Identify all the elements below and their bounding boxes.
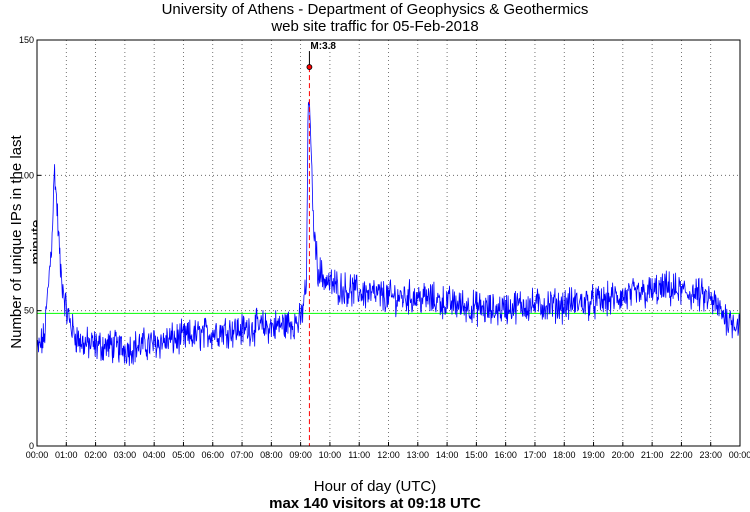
x-axis-label: Hour of day (UTC) [313,478,437,495]
plot-frame [36,39,741,447]
x-tick-label: 00:00 [26,450,49,460]
x-tick-label: 17:00 [524,450,547,460]
y-tick-label: 150 [19,35,34,45]
x-tick-label: 16:00 [494,450,517,460]
plot-area [37,40,740,446]
x-tick-label: 15:00 [465,450,488,460]
x-tick-label: 08:00 [260,450,283,460]
y-tick-label: 0 [29,441,34,451]
x-tick-label: 21:00 [641,450,664,460]
y-tick-label: 100 [19,170,34,180]
x-tick-label: 13:00 [407,450,430,460]
x-tick-label: 20:00 [612,450,635,460]
x-tick-label: 11:00 [348,450,370,460]
x-tick-label: 19:00 [582,450,605,460]
max-visitors-note: max 140 visitors at 09:18 UTC [269,495,481,512]
x-tick-label: 06:00 [201,450,224,460]
y-tick-label: 50 [24,306,34,316]
x-tick-label: 23:00 [699,450,722,460]
x-tick-label: 01:00 [55,450,78,460]
x-tick-label: 22:00 [670,450,693,460]
x-tick-label: 10:00 [319,450,342,460]
x-tick-label: 18:00 [553,450,576,460]
event-magnitude-label: M:3.8 [310,41,336,52]
x-tick-label: 03:00 [114,450,137,460]
x-tick-label: 02:00 [84,450,107,460]
x-tick-label: 05:00 [172,450,195,460]
x-tick-label: 07:00 [231,450,254,460]
chart-subtitle: web site traffic for 05-Feb-2018 [271,18,479,35]
x-tick-label: 04:00 [143,450,166,460]
event-marker-dot [306,64,313,70]
x-tick-label: 00:00 [729,450,750,460]
x-tick-label: 14:00 [436,450,459,460]
chart-title: University of Athens - Department of Geo… [161,1,589,18]
x-tick-label: 09:00 [289,450,312,460]
traffic-series-line [36,99,741,366]
x-tick-label: 12:00 [377,450,400,460]
